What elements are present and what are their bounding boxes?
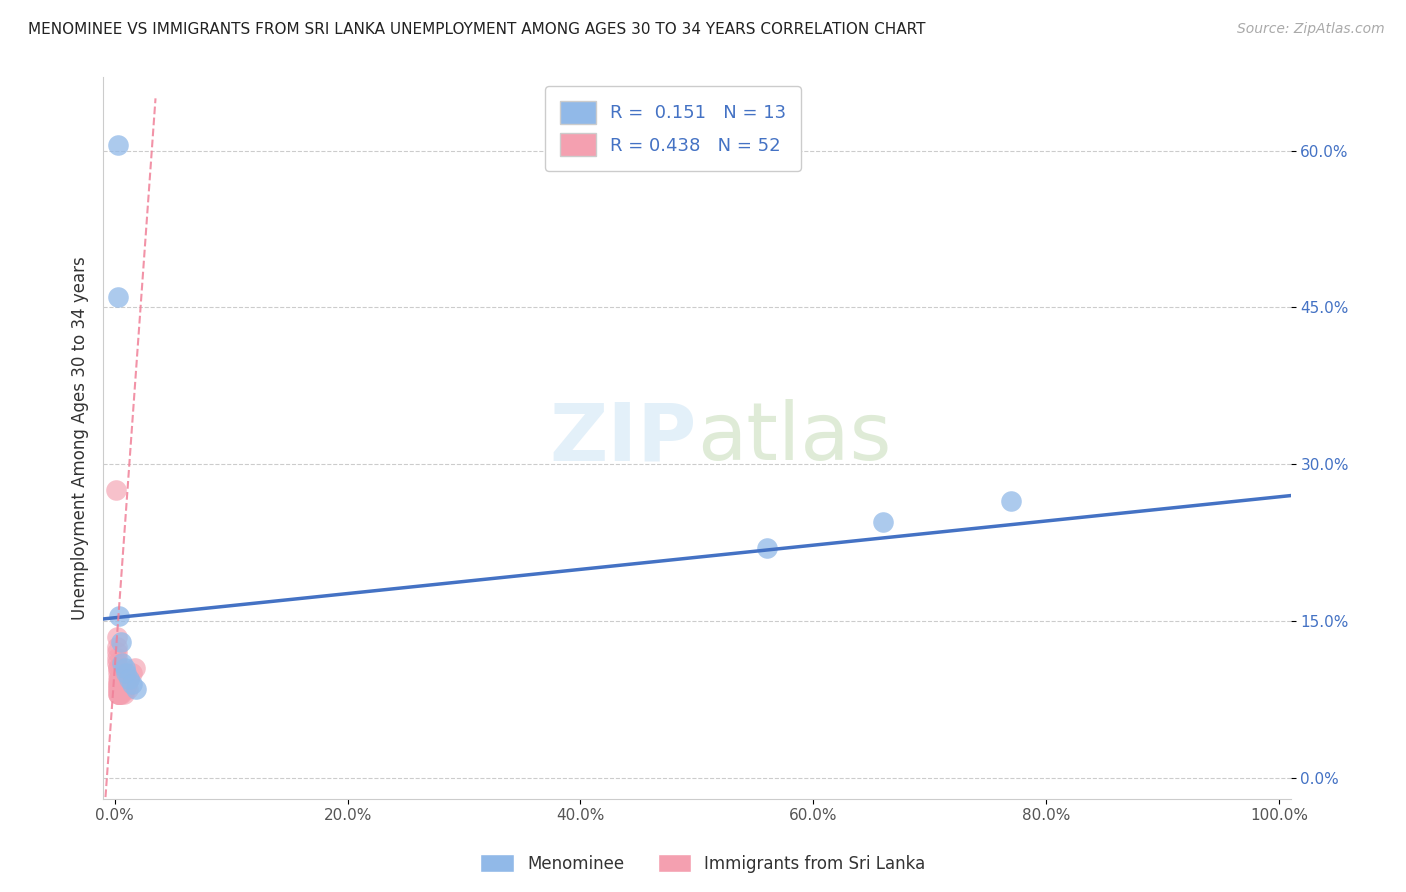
Point xyxy=(108,687,131,701)
Y-axis label: Unemployment Among Ages 30 to 34 years: Unemployment Among Ages 30 to 34 years xyxy=(72,256,89,620)
Text: Source: ZipAtlas.com: Source: ZipAtlas.com xyxy=(1237,22,1385,37)
Point xyxy=(110,635,132,649)
Point xyxy=(108,687,131,701)
Point xyxy=(108,608,131,623)
Point xyxy=(107,290,129,304)
Point xyxy=(110,677,132,691)
Point xyxy=(115,677,138,691)
Point xyxy=(105,656,128,670)
Point xyxy=(118,672,141,686)
Point xyxy=(114,677,136,691)
Point xyxy=(108,681,131,696)
Point xyxy=(111,681,134,696)
Point xyxy=(105,630,128,644)
Point xyxy=(104,483,127,498)
Point xyxy=(108,687,131,701)
Point xyxy=(107,661,129,675)
Point xyxy=(115,672,138,686)
Point xyxy=(107,677,129,691)
Point xyxy=(118,672,141,686)
Point xyxy=(107,661,129,675)
Point xyxy=(110,687,132,701)
Point xyxy=(105,645,128,659)
Point xyxy=(111,656,134,670)
Point xyxy=(107,138,129,153)
Point xyxy=(110,681,132,696)
Point xyxy=(111,677,134,691)
Point xyxy=(107,666,129,681)
Point xyxy=(111,681,134,696)
Legend: R =  0.151   N = 13, R = 0.438   N = 52: R = 0.151 N = 13, R = 0.438 N = 52 xyxy=(546,87,801,170)
Point xyxy=(111,677,134,691)
Point xyxy=(121,677,143,691)
Point xyxy=(108,677,131,691)
Point xyxy=(1000,493,1022,508)
Point xyxy=(107,681,129,696)
Point xyxy=(121,666,143,681)
Point xyxy=(107,681,129,696)
Text: ZIP: ZIP xyxy=(550,399,697,477)
Point xyxy=(110,666,132,681)
Point xyxy=(108,677,131,691)
Point xyxy=(107,687,129,701)
Legend: Menominee, Immigrants from Sri Lanka: Menominee, Immigrants from Sri Lanka xyxy=(474,847,932,880)
Point xyxy=(112,677,135,691)
Point xyxy=(108,672,131,686)
Point xyxy=(114,661,136,675)
Point xyxy=(117,681,139,696)
Point xyxy=(105,640,128,655)
Point xyxy=(114,681,136,696)
Point xyxy=(108,681,131,696)
Point xyxy=(125,681,148,696)
Point xyxy=(108,677,131,691)
Point xyxy=(105,650,128,665)
Point xyxy=(108,672,131,686)
Point xyxy=(107,672,129,686)
Point xyxy=(115,666,138,681)
Text: MENOMINEE VS IMMIGRANTS FROM SRI LANKA UNEMPLOYMENT AMONG AGES 30 TO 34 YEARS CO: MENOMINEE VS IMMIGRANTS FROM SRI LANKA U… xyxy=(28,22,925,37)
Point xyxy=(755,541,778,555)
Point xyxy=(111,672,134,686)
Point xyxy=(124,661,146,675)
Point xyxy=(114,677,136,691)
Point xyxy=(107,687,129,701)
Point xyxy=(110,681,132,696)
Point xyxy=(872,515,894,529)
Point xyxy=(111,681,134,696)
Point xyxy=(114,681,136,696)
Point xyxy=(110,677,132,691)
Point xyxy=(112,681,135,696)
Point xyxy=(107,677,129,691)
Text: atlas: atlas xyxy=(697,399,891,477)
Point xyxy=(112,677,135,691)
Point xyxy=(112,687,135,701)
